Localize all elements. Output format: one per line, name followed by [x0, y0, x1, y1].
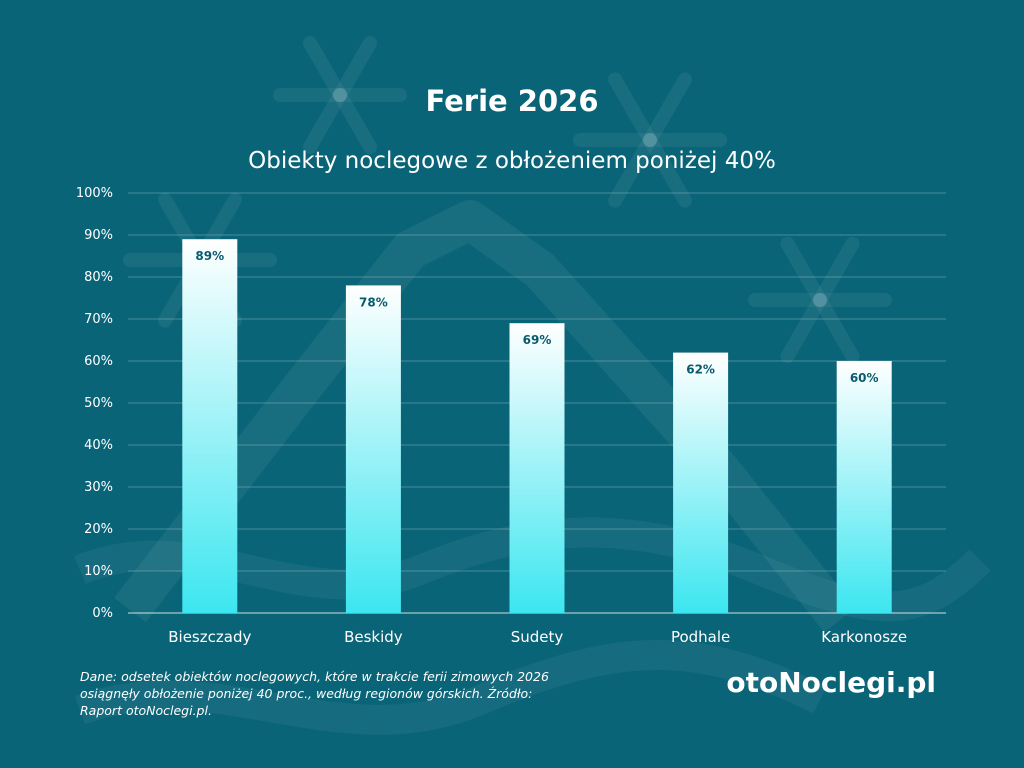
- bar: [836, 361, 892, 613]
- bar: [673, 352, 729, 613]
- x-axis: Bieszczady Beskidy Sudety Podhale Karkonosze: [168, 628, 907, 646]
- y-tick-label: 30%: [84, 480, 113, 495]
- y-tick-label: 20%: [84, 522, 113, 537]
- y-tick-label: 90%: [84, 228, 113, 243]
- bar-value-label: 69%: [523, 333, 552, 347]
- data-source-note: Dane: odsetek obiektów noclegowych, któr…: [80, 669, 549, 718]
- y-tick-label: 50%: [84, 396, 113, 411]
- y-axis: 0% 10% 20% 30% 40% 50% 60% 70% 80% 90% 100%: [76, 186, 113, 621]
- y-tick-label: 60%: [84, 354, 113, 369]
- chart-title: Ferie 2026: [425, 84, 599, 118]
- y-tick-label: 0%: [92, 606, 113, 621]
- bar-value-label: 89%: [195, 249, 224, 263]
- brand-logo-text[interactable]: otoNoclegi.pl: [726, 666, 936, 699]
- x-category-label: Podhale: [671, 628, 730, 646]
- bar-value-label: 62%: [686, 363, 715, 377]
- bar: [509, 323, 565, 613]
- x-category-label: Sudety: [511, 628, 564, 646]
- y-tick-label: 70%: [84, 312, 113, 327]
- bars: 89% 78% 69% 62% 60%: [182, 239, 892, 613]
- y-tick-label: 100%: [76, 186, 113, 201]
- wave-shape: [74, 640, 827, 735]
- x-category-label: Bieszczady: [168, 628, 251, 646]
- snowflake-icon: [748, 236, 892, 364]
- bar-value-label: 60%: [850, 371, 879, 385]
- chart-subtitle: Obiekty noclegowe z obłożeniem poniżej 4…: [248, 148, 776, 174]
- y-tick-label: 10%: [84, 564, 113, 579]
- bar: [345, 285, 401, 613]
- bar-value-label: 78%: [359, 295, 388, 309]
- snowflake-icon: [273, 36, 407, 154]
- x-category-label: Karkonosze: [821, 628, 907, 646]
- y-tick-label: 40%: [84, 438, 113, 453]
- y-tick-label: 80%: [84, 270, 113, 285]
- bar: [182, 239, 238, 613]
- snowflake-icon: [573, 72, 727, 208]
- x-category-label: Beskidy: [344, 628, 403, 646]
